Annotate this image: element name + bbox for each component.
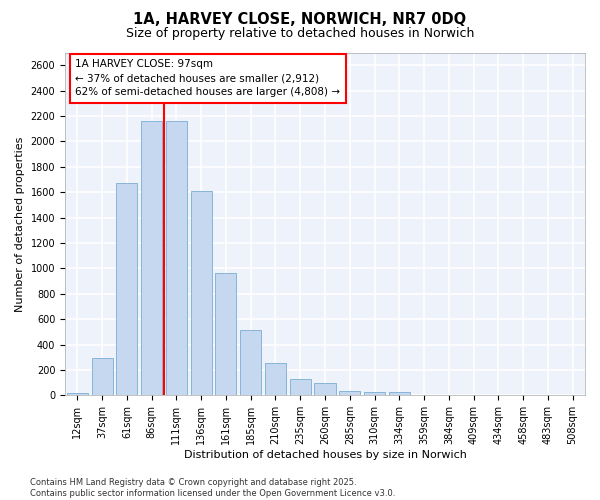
Text: 1A HARVEY CLOSE: 97sqm
← 37% of detached houses are smaller (2,912)
62% of semi-: 1A HARVEY CLOSE: 97sqm ← 37% of detached… — [76, 60, 340, 98]
Bar — [92, 358, 113, 396]
Bar — [438, 394, 460, 396]
Text: 1A, HARVEY CLOSE, NORWICH, NR7 0DQ: 1A, HARVEY CLOSE, NORWICH, NR7 0DQ — [133, 12, 467, 28]
Bar — [389, 392, 410, 396]
Bar — [191, 191, 212, 396]
Bar — [364, 392, 385, 396]
Bar — [463, 394, 484, 396]
Bar — [265, 363, 286, 396]
Bar — [116, 184, 137, 396]
Text: Size of property relative to detached houses in Norwich: Size of property relative to detached ho… — [126, 28, 474, 40]
Bar — [215, 273, 236, 396]
Bar — [240, 330, 261, 396]
Bar — [290, 380, 311, 396]
Text: Contains HM Land Registry data © Crown copyright and database right 2025.
Contai: Contains HM Land Registry data © Crown c… — [30, 478, 395, 498]
Bar — [67, 393, 88, 396]
Bar — [413, 394, 434, 396]
Bar — [166, 121, 187, 396]
Bar — [314, 382, 335, 396]
Bar — [562, 394, 583, 396]
Y-axis label: Number of detached properties: Number of detached properties — [15, 136, 25, 312]
Bar — [339, 391, 360, 396]
Bar — [141, 121, 162, 396]
X-axis label: Distribution of detached houses by size in Norwich: Distribution of detached houses by size … — [184, 450, 466, 460]
